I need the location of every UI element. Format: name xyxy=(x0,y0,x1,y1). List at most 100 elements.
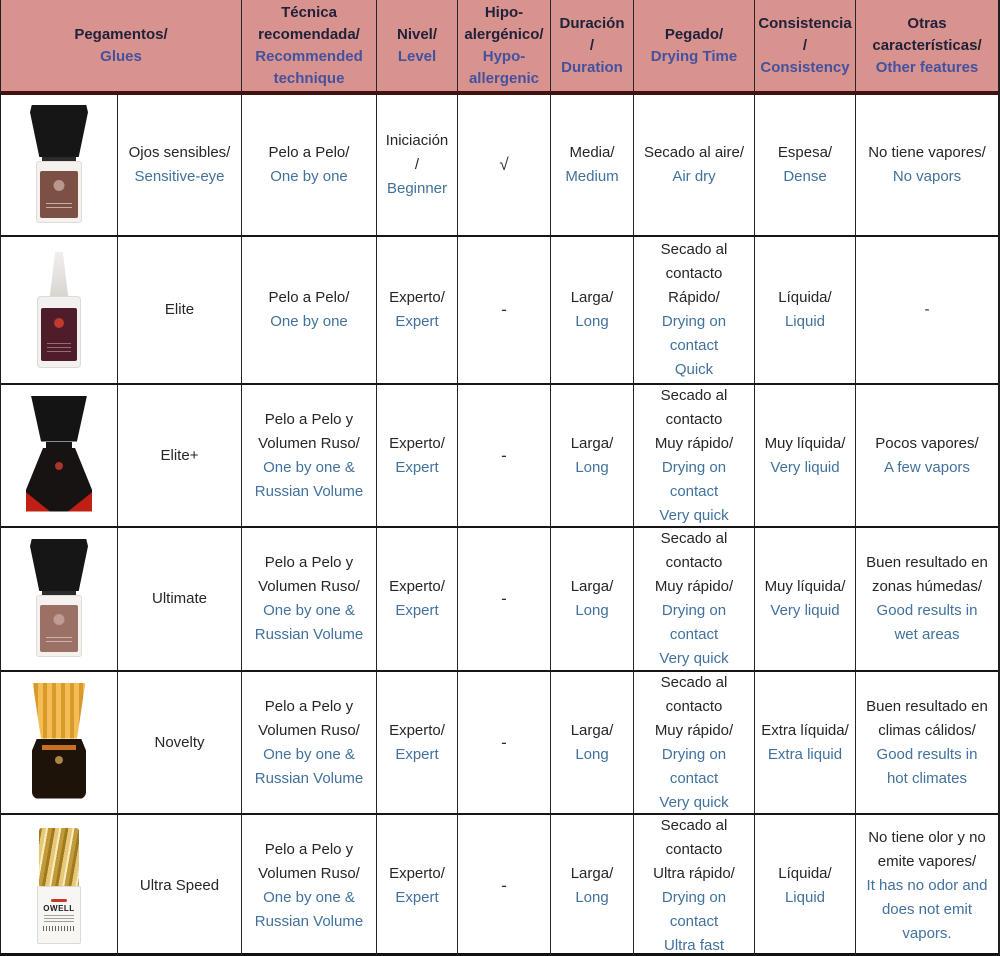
table-row: Ojos sensibles/ Sensitive-eye Pelo a Pel… xyxy=(1,95,998,237)
consistency-es: Muy líquida/ xyxy=(764,578,846,595)
product-name-es: Novelty xyxy=(154,733,205,751)
header-duration: Duración / Duration xyxy=(551,0,634,91)
cell-duration: Larga/ Long xyxy=(551,385,634,526)
level-en: Expert xyxy=(395,313,439,330)
header-consistency-es: Consistencia / xyxy=(758,14,852,54)
cell-duration: Larga/ Long xyxy=(551,815,634,956)
header-duration-es: Duración / xyxy=(559,14,625,54)
dash-mark: - xyxy=(501,589,507,608)
glue-bottle-black-body-red-accents-icon xyxy=(21,395,97,516)
drying-es: Secado al contacto Ultra rápido/ xyxy=(653,816,735,882)
table-row: Ultimate Pelo a Pelo y Volumen Ruso/ One… xyxy=(1,528,998,672)
other-es: Buen resultado en climas cálidos/ xyxy=(866,697,988,739)
other-en: Good results in hot climates xyxy=(876,745,978,787)
level-en: Expert xyxy=(395,745,439,763)
drying-en: Drying on contact Very quick xyxy=(659,458,729,524)
header-level-en: Level xyxy=(397,47,437,65)
level-es: Iniciación / xyxy=(385,132,449,173)
drying-en: Drying on contact Very quick xyxy=(659,745,729,811)
cell-drying-time: Secado al aire/ Air dry xyxy=(634,95,755,235)
technique-en: One by one & Russian Volume xyxy=(254,602,364,643)
cell-other-features: Buen resultado en climas cálidos/ Good r… xyxy=(856,672,998,813)
other-es: Buen resultado en zonas húmedas/ xyxy=(866,554,988,595)
dash-mark: - xyxy=(501,300,507,319)
technique-es: Pelo a Pelo y Volumen Ruso/ xyxy=(258,697,360,739)
bottle-neck xyxy=(42,157,76,162)
cell-consistency: Muy líquida/ Very liquid xyxy=(755,528,856,670)
duration-es: Media/ xyxy=(569,144,615,161)
drying-en: Air dry xyxy=(672,168,716,185)
header-glues-es: Pegamentos/ xyxy=(74,25,168,43)
header-drying-time-es: Pegado/ xyxy=(664,25,724,43)
bottle-body xyxy=(32,738,86,799)
header-consistency-en: Consistency xyxy=(760,58,850,76)
bottle-logo-dot xyxy=(55,461,63,470)
cell-consistency: Muy líquida/ Very liquid xyxy=(755,385,856,526)
glue-bottle-yellow-ribbed-cap-dark-body-icon xyxy=(21,682,97,803)
table-row: Elite+ Pelo a Pelo y Volumen Ruso/ One b… xyxy=(1,385,998,528)
level-es: Experto/ xyxy=(389,289,445,306)
cell-other-features: No tiene vapores/ No vapors xyxy=(856,95,998,235)
header-glues-en: Glues xyxy=(100,47,142,65)
cell-other-features: Buen resultado en zonas húmedas/ Good re… xyxy=(856,528,998,670)
header-consistency: Consistencia / Consistency xyxy=(755,0,856,91)
bottle-red-script xyxy=(51,898,67,902)
cell-drying-time: Secado al contacto Ultra rápido/ Drying … xyxy=(634,815,755,956)
table-header-row: Pegamentos/ Glues Técnica recomendada/ R… xyxy=(1,0,998,95)
consistency-en: Extra liquid xyxy=(767,745,843,763)
consistency-es: Muy líquida/ xyxy=(764,434,846,452)
bottle-label xyxy=(40,171,78,218)
product-name-es: Ultra Speed xyxy=(139,876,220,894)
other-es: Pocos vapores/ xyxy=(875,434,979,452)
bottle-body xyxy=(36,161,82,223)
duration-es: Larga/ xyxy=(570,434,614,452)
consistency-en: Liquid xyxy=(784,888,826,906)
consistency-es: Espesa/ xyxy=(777,144,833,161)
dash-mark: - xyxy=(501,732,507,752)
bottle-body xyxy=(37,296,81,368)
header-hypoallergenic: Hipo- alergénico/ Hypo- allergenic xyxy=(458,0,551,91)
bottle-label xyxy=(40,605,78,652)
header-other-features: Otras características/ Other features xyxy=(856,0,998,91)
table-row: OWELL Ultra Speed Pelo a Pelo y Volumen … xyxy=(1,815,998,956)
other-es: - xyxy=(924,301,930,318)
bottle-body: OWELL xyxy=(37,885,81,944)
technique-es: Pelo a Pelo/ xyxy=(268,144,350,161)
drying-es: Secado al contacto Muy rápido/ xyxy=(654,386,734,452)
glue-bottle-black-flared-cap-brown-label-icon xyxy=(21,105,97,225)
level-es: Experto/ xyxy=(389,578,445,595)
cell-product-name: Ojos sensibles/ Sensitive-eye xyxy=(118,95,242,235)
table-row: Elite Pelo a Pelo/ One by one Experto/ E… xyxy=(1,237,998,385)
cell-level: Experto/ Expert xyxy=(377,672,458,813)
dash-mark: - xyxy=(501,875,507,895)
duration-es: Larga/ xyxy=(570,721,614,739)
level-es: Experto/ xyxy=(389,434,445,452)
cell-technique: Pelo a Pelo y Volumen Ruso/ One by one &… xyxy=(242,672,377,813)
checkmark: √ xyxy=(499,155,509,174)
consistency-en: Very liquid xyxy=(770,458,840,476)
drying-es: Secado al contacto Rápido/ xyxy=(660,241,728,306)
cell-product-image xyxy=(1,95,118,235)
cell-drying-time: Secado al contacto Muy rápido/ Drying on… xyxy=(634,385,755,526)
bottle-cap xyxy=(30,105,88,157)
bottle-barcode xyxy=(42,925,76,931)
cell-product-name: Novelty xyxy=(118,672,242,813)
cell-level: Experto/ Expert xyxy=(377,815,458,956)
bottle-cap xyxy=(30,539,88,591)
bottle-cap xyxy=(31,395,87,442)
technique-en: One by one & Russian Volume xyxy=(254,745,364,787)
duration-en: Long xyxy=(575,602,609,619)
header-technique: Técnica recomendada/ Recommended techniq… xyxy=(242,0,377,91)
level-en: Expert xyxy=(395,888,439,906)
level-en: Beginner xyxy=(386,180,448,197)
header-hypoallergenic-en: Hypo- allergenic xyxy=(468,47,540,87)
product-name-en: Sensitive-eye xyxy=(134,168,225,185)
cell-other-features: - xyxy=(856,237,998,383)
header-drying-time-en: Drying Time xyxy=(650,47,738,65)
cell-hypoallergenic: √ xyxy=(458,95,551,235)
cell-level: Experto/ Expert xyxy=(377,528,458,670)
drying-en: Drying on contact Ultra fast xyxy=(661,888,727,954)
duration-en: Long xyxy=(575,313,609,330)
drying-en: Drying on contact Quick xyxy=(661,313,727,378)
cell-hypoallergenic: - xyxy=(458,672,551,813)
